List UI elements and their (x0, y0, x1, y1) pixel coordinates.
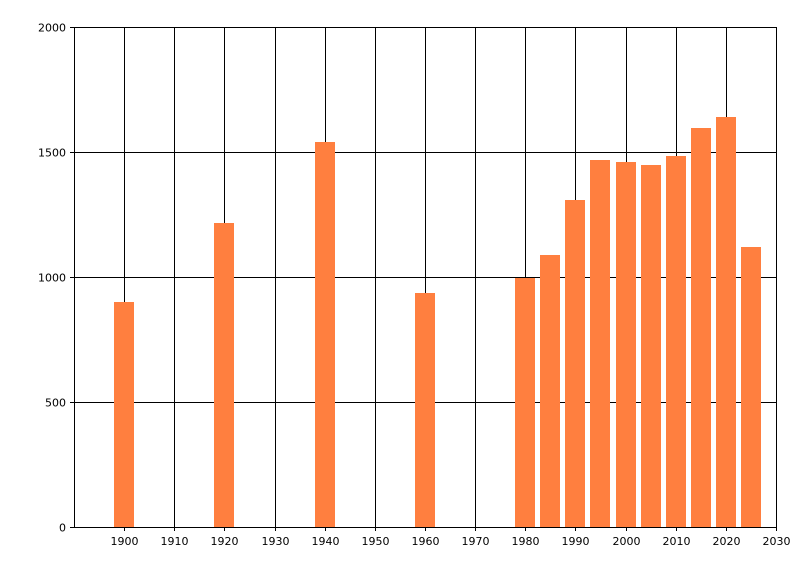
x-tick-label: 1930 (262, 535, 290, 548)
bar-2015 (691, 128, 711, 527)
x-tick-label: 2030 (763, 535, 791, 548)
bar-1985 (540, 255, 560, 528)
bar-1980 (515, 278, 535, 527)
y-tick-label: 1000 (38, 272, 66, 285)
x-tick-label: 1990 (562, 535, 590, 548)
bar-2025 (741, 247, 761, 527)
bar-2010 (666, 156, 686, 527)
x-tick-label: 1900 (111, 535, 139, 548)
x-tick-label: 1940 (312, 535, 340, 548)
bars (114, 117, 761, 528)
bar-1940 (315, 142, 335, 527)
y-tick-label: 0 (59, 522, 66, 535)
bar-1960 (415, 293, 435, 527)
x-tick-label: 2000 (613, 535, 641, 548)
bar-1990 (565, 200, 585, 528)
x-tick-label: 1970 (462, 535, 490, 548)
x-tick-label: 1950 (362, 535, 390, 548)
x-tick-label: 1910 (161, 535, 189, 548)
x-axis-ticks: 1900 1910 1920 1930 1940 1950 1960 1970 1980 1990… (111, 527, 791, 548)
bar-1995 (590, 160, 610, 528)
y-tick-label: 1500 (38, 147, 66, 160)
bar-2005 (641, 165, 661, 528)
x-tick-label: 1980 (512, 535, 540, 548)
x-tick-label: 2020 (713, 535, 741, 548)
y-axis-ticks: 0 500 1000 1500 2000 (38, 22, 74, 535)
bar-1920 (214, 223, 234, 527)
x-tick-label: 2010 (663, 535, 691, 548)
x-tick-label: 1920 (211, 535, 239, 548)
bar-2020 (716, 117, 736, 527)
bar-2000 (616, 162, 636, 527)
bar-1900 (114, 302, 134, 527)
x-tick-label: 1960 (412, 535, 440, 548)
y-tick-label: 500 (45, 397, 66, 410)
y-tick-label: 2000 (38, 22, 66, 35)
